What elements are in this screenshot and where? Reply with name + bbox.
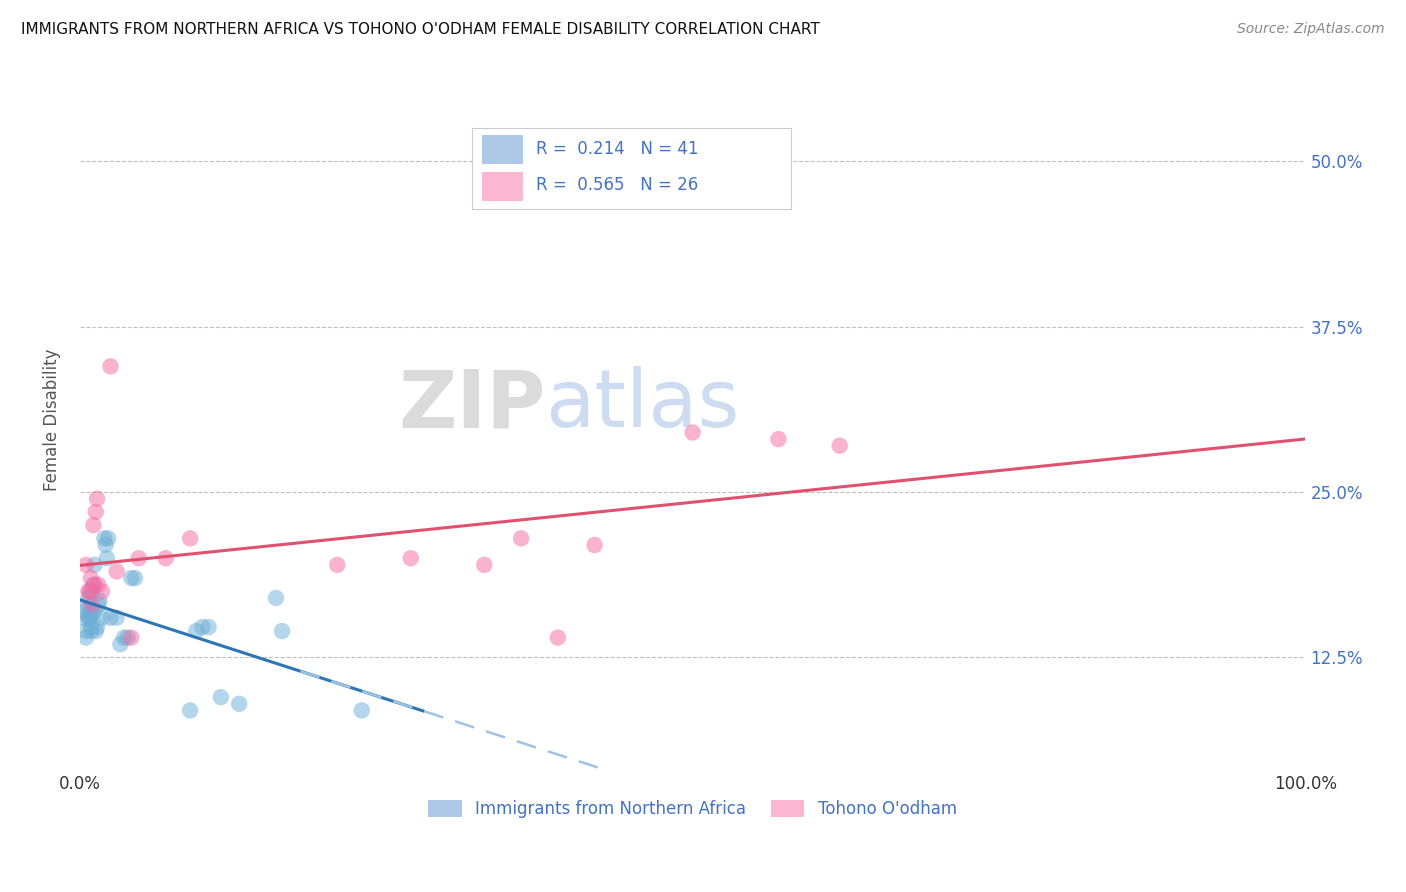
Point <box>84 505 107 519</box>
Point <box>510 532 533 546</box>
Point <box>97 532 120 546</box>
Text: atlas: atlas <box>546 367 740 444</box>
Point <box>120 631 142 645</box>
Point <box>93 532 115 546</box>
Point <box>79 611 101 625</box>
Point <box>77 611 100 625</box>
Point <box>179 532 201 546</box>
Point <box>186 624 208 638</box>
Point <box>75 624 97 638</box>
Point <box>83 577 105 591</box>
Point <box>87 598 110 612</box>
Point <box>105 565 128 579</box>
Point <box>399 551 422 566</box>
Point <box>128 551 150 566</box>
Point <box>155 551 177 566</box>
Point <box>75 631 97 645</box>
Point <box>83 604 105 618</box>
Point <box>264 591 287 605</box>
Point <box>77 591 100 605</box>
Point <box>120 571 142 585</box>
Point <box>86 491 108 506</box>
Point <box>472 558 495 572</box>
Point <box>72 611 94 625</box>
Point <box>682 425 704 440</box>
Point <box>112 631 135 645</box>
Point <box>79 604 101 618</box>
Point <box>828 439 851 453</box>
Point <box>82 584 104 599</box>
Point <box>96 551 118 566</box>
Point <box>94 538 117 552</box>
Text: Source: ZipAtlas.com: Source: ZipAtlas.com <box>1237 22 1385 37</box>
Text: IMMIGRANTS FROM NORTHERN AFRICA VS TOHONO O'ODHAM FEMALE DISABILITY CORRELATION : IMMIGRANTS FROM NORTHERN AFRICA VS TOHON… <box>21 22 820 37</box>
Point <box>110 637 132 651</box>
Point <box>87 577 110 591</box>
Point <box>90 584 112 599</box>
Point <box>191 620 214 634</box>
Point <box>326 558 349 572</box>
Point <box>209 690 232 705</box>
Point <box>73 604 96 618</box>
Point <box>75 558 97 572</box>
Point <box>76 598 98 612</box>
Point <box>350 703 373 717</box>
Point <box>90 611 112 625</box>
Point <box>117 631 139 645</box>
Point <box>547 631 569 645</box>
Point <box>197 620 219 634</box>
Point <box>80 624 103 638</box>
Point <box>583 538 606 552</box>
Text: ZIP: ZIP <box>398 367 546 444</box>
Point <box>100 611 122 625</box>
Point <box>271 624 294 638</box>
Point <box>77 584 100 599</box>
Legend: Immigrants from Northern Africa, Tohono O'odham: Immigrants from Northern Africa, Tohono … <box>422 793 963 825</box>
Point <box>80 571 103 585</box>
Point <box>228 697 250 711</box>
Point <box>82 607 104 621</box>
Point <box>79 584 101 599</box>
Point <box>768 432 790 446</box>
Point <box>179 703 201 717</box>
Point <box>83 558 105 572</box>
Point <box>82 598 104 612</box>
Point <box>82 577 104 591</box>
Point <box>105 611 128 625</box>
Point <box>89 593 111 607</box>
Point <box>80 620 103 634</box>
Y-axis label: Female Disability: Female Disability <box>44 348 60 491</box>
Point <box>82 518 104 533</box>
Point <box>86 620 108 634</box>
Point <box>84 624 107 638</box>
Point <box>100 359 122 374</box>
Point <box>124 571 146 585</box>
